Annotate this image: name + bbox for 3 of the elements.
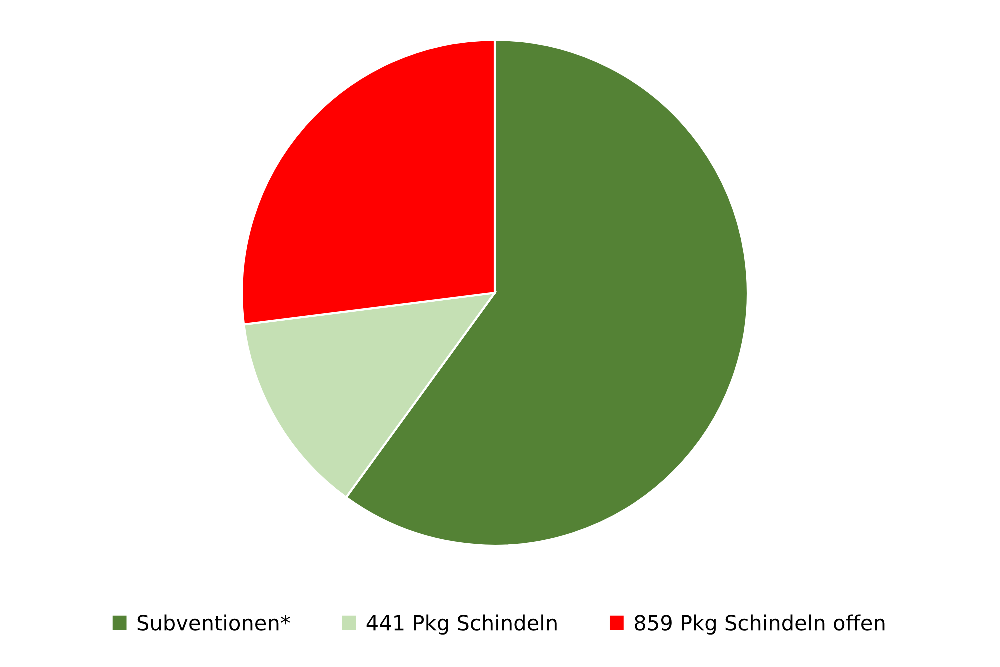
legend-label: 859 Pkg Schindeln offen (635, 614, 885, 635)
legend-label: 441 Pkg Schindeln (366, 614, 557, 635)
legend-label: Subventionen* (138, 614, 290, 631)
